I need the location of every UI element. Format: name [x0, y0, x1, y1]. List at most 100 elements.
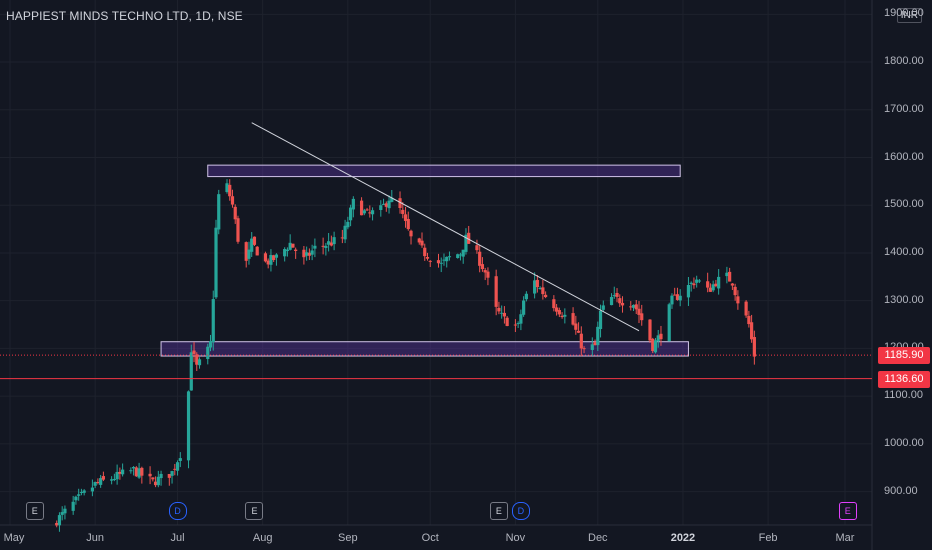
- candle-body: [538, 288, 542, 290]
- candle-body: [324, 245, 328, 248]
- candle-body: [678, 295, 682, 301]
- candle-body: [717, 276, 721, 289]
- candle-body: [217, 194, 221, 230]
- candle-body: [370, 210, 375, 215]
- support-zone[interactable]: [160, 341, 689, 357]
- grid: [0, 0, 873, 550]
- candle-body: [425, 256, 430, 259]
- candle-body: [365, 209, 369, 211]
- candle-body: [110, 479, 114, 481]
- price-tick-label: 1900.00: [884, 7, 924, 20]
- candle-body: [428, 260, 432, 262]
- earnings-marker[interactable]: E: [25, 502, 44, 520]
- earnings-marker[interactable]: E: [838, 502, 857, 520]
- candle-body: [403, 214, 408, 221]
- candle-body: [167, 473, 171, 478]
- candle-body: [192, 350, 196, 354]
- candle-body: [497, 307, 501, 312]
- dividend-marker[interactable]: D: [168, 502, 187, 520]
- price-tick-label: 900.00: [884, 484, 918, 497]
- price-tick-label: 1600.00: [884, 150, 924, 163]
- candle-body: [533, 280, 537, 294]
- candle-body: [456, 254, 460, 258]
- candle-body: [170, 471, 174, 476]
- candle-body: [480, 264, 485, 270]
- candle-body: [74, 496, 78, 501]
- candle-body: [442, 259, 446, 261]
- candle-body: [406, 218, 410, 230]
- price-tick-label: 1800.00: [884, 55, 924, 68]
- candle-body: [516, 323, 520, 325]
- candle-body: [77, 494, 81, 496]
- candle-body: [346, 221, 350, 228]
- candle-body: [137, 468, 141, 478]
- resistance-zone[interactable]: [207, 164, 681, 178]
- candle-body: [574, 323, 578, 330]
- candle-body: [151, 477, 155, 480]
- candle-body: [368, 212, 372, 214]
- candle-body: [387, 200, 391, 209]
- candle-body: [294, 249, 298, 251]
- candle-body: [343, 225, 347, 240]
- candle-body: [285, 249, 290, 252]
- chart-title: HAPPIEST MINDS TECHNO LTD, 1D, NSE: [6, 9, 243, 23]
- candle-body: [541, 287, 545, 295]
- candle-body: [189, 352, 193, 391]
- candle-body: [519, 314, 523, 324]
- candle-body: [101, 476, 105, 480]
- candle-body: [544, 294, 548, 298]
- candle-body: [327, 241, 331, 245]
- candle-body: [214, 227, 218, 298]
- candle-body: [225, 183, 229, 193]
- candle-body: [725, 272, 729, 277]
- horizontal-line-price-tag: 1136.60: [878, 370, 930, 388]
- candle-body: [648, 319, 652, 341]
- candle-body: [156, 476, 160, 486]
- zones[interactable]: [160, 164, 689, 357]
- time-tick-label: 2022: [670, 532, 696, 544]
- candle-body: [417, 238, 421, 243]
- time-tick-label: Mar: [835, 532, 855, 544]
- candle-body: [384, 203, 388, 207]
- candle-body: [283, 249, 287, 257]
- candle-body: [571, 313, 575, 325]
- earnings-marker[interactable]: E: [489, 502, 508, 520]
- currency-badge[interactable]: INR: [896, 8, 922, 23]
- candle-body: [379, 205, 383, 210]
- lines[interactable]: [0, 122, 872, 380]
- candle-body: [148, 473, 152, 477]
- candle-body: [750, 322, 754, 340]
- candle-body: [228, 184, 232, 197]
- candle-body: [686, 284, 691, 298]
- candle-body: [467, 232, 471, 244]
- candle-body: [609, 296, 614, 306]
- candle-body: [348, 207, 353, 221]
- candle-body: [197, 359, 202, 366]
- candle-body: [560, 315, 564, 318]
- candle-body: [112, 479, 116, 481]
- trendline[interactable]: [251, 122, 640, 332]
- time-tick-label: Aug: [252, 532, 273, 544]
- candle-body: [263, 253, 268, 262]
- earnings-marker[interactable]: E: [245, 502, 264, 520]
- candle-body: [340, 237, 344, 239]
- candle-body: [601, 305, 605, 310]
- candle-body: [153, 481, 158, 486]
- candle-body: [305, 252, 309, 256]
- candle-body: [302, 249, 306, 258]
- candle-body: [590, 344, 594, 350]
- time-tick-label: Sep: [338, 532, 358, 544]
- candle-body: [475, 245, 479, 251]
- candle-body: [436, 260, 441, 264]
- price-tick-label: 1000.00: [884, 436, 924, 449]
- candle-body: [93, 482, 97, 486]
- candle-body: [714, 283, 718, 287]
- time-tick-label: Oct: [421, 532, 439, 544]
- candle-body: [615, 292, 619, 297]
- candle-body: [637, 308, 641, 315]
- candle-body: [236, 218, 240, 242]
- dividend-marker[interactable]: D: [511, 502, 530, 520]
- candle-body: [634, 304, 638, 310]
